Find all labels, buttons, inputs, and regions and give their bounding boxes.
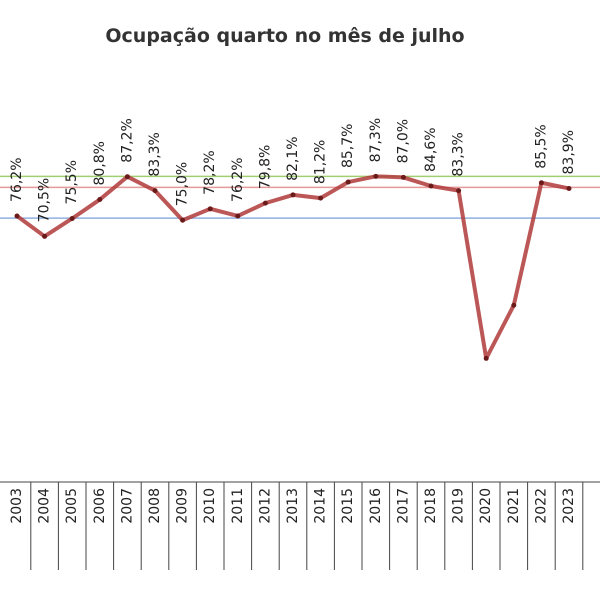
x-tick-label: 2004 bbox=[37, 488, 53, 524]
x-tick-label: 2005 bbox=[64, 488, 80, 524]
point bbox=[318, 195, 324, 201]
chart-title: Ocupação quarto no mês de julho bbox=[105, 25, 464, 47]
x-tick-label: 2011 bbox=[230, 488, 246, 524]
data-label: 83,3% bbox=[147, 132, 163, 176]
x-tick-label: 2010 bbox=[202, 488, 218, 524]
data-label: 75,0% bbox=[175, 162, 191, 206]
point bbox=[566, 185, 572, 191]
point bbox=[180, 217, 186, 223]
point bbox=[42, 233, 48, 239]
point bbox=[207, 206, 213, 212]
x-tick-label: 2007 bbox=[119, 488, 135, 524]
x-tick-label: 2016 bbox=[368, 488, 384, 524]
point bbox=[345, 179, 351, 185]
data-label: 87,0% bbox=[395, 119, 411, 163]
data-label: 76,2% bbox=[9, 157, 25, 201]
point bbox=[124, 174, 130, 180]
data-label: 81,2% bbox=[313, 140, 329, 184]
point bbox=[69, 215, 75, 221]
x-tick-label: 2021 bbox=[506, 488, 522, 524]
x-tick-label: 2013 bbox=[285, 488, 301, 524]
data-label: 85,7% bbox=[340, 124, 356, 168]
data-label: 82,1% bbox=[285, 136, 301, 180]
x-tick-label: 2022 bbox=[533, 488, 549, 524]
data-label: 76,2% bbox=[230, 157, 246, 201]
x-tick-label: 2017 bbox=[395, 488, 411, 524]
point bbox=[14, 213, 20, 219]
point bbox=[262, 200, 268, 206]
point bbox=[538, 180, 544, 186]
x-tick-label: 2019 bbox=[451, 488, 467, 524]
data-label: 83,9% bbox=[561, 130, 577, 174]
x-tick-label: 2006 bbox=[92, 488, 108, 524]
series-line bbox=[15, 174, 570, 361]
point bbox=[483, 355, 489, 361]
data-label: 85,5% bbox=[533, 124, 549, 168]
point bbox=[373, 173, 379, 179]
point bbox=[152, 188, 158, 194]
point bbox=[97, 197, 103, 203]
data-label: 83,3% bbox=[451, 132, 467, 176]
x-tick-label: 2015 bbox=[340, 488, 356, 524]
x-tick-label: 2012 bbox=[257, 488, 273, 524]
x-tick-label: 2023 bbox=[561, 488, 577, 524]
data-label: 87,3% bbox=[368, 118, 384, 162]
point bbox=[511, 302, 517, 308]
x-tick-label: 2020 bbox=[478, 488, 494, 524]
point bbox=[428, 183, 434, 189]
data-label: 79,8% bbox=[257, 145, 273, 189]
x-tick-label: 2003 bbox=[9, 488, 25, 524]
x-tick-label: 2014 bbox=[313, 488, 329, 524]
point bbox=[290, 192, 296, 198]
data-label: 78,2% bbox=[202, 150, 218, 194]
point bbox=[235, 213, 241, 219]
x-tick-label: 2008 bbox=[147, 488, 163, 524]
data-label: 87,2% bbox=[119, 118, 135, 162]
x-tick-label: 2018 bbox=[423, 488, 439, 524]
point bbox=[456, 188, 462, 194]
data-label: 70,5% bbox=[37, 178, 53, 222]
data-label: 80,8% bbox=[92, 141, 108, 185]
data-label: 84,6% bbox=[423, 127, 439, 171]
point bbox=[400, 174, 406, 180]
x-tick-label: 2009 bbox=[175, 488, 191, 524]
data-label: 75,5% bbox=[64, 160, 80, 204]
